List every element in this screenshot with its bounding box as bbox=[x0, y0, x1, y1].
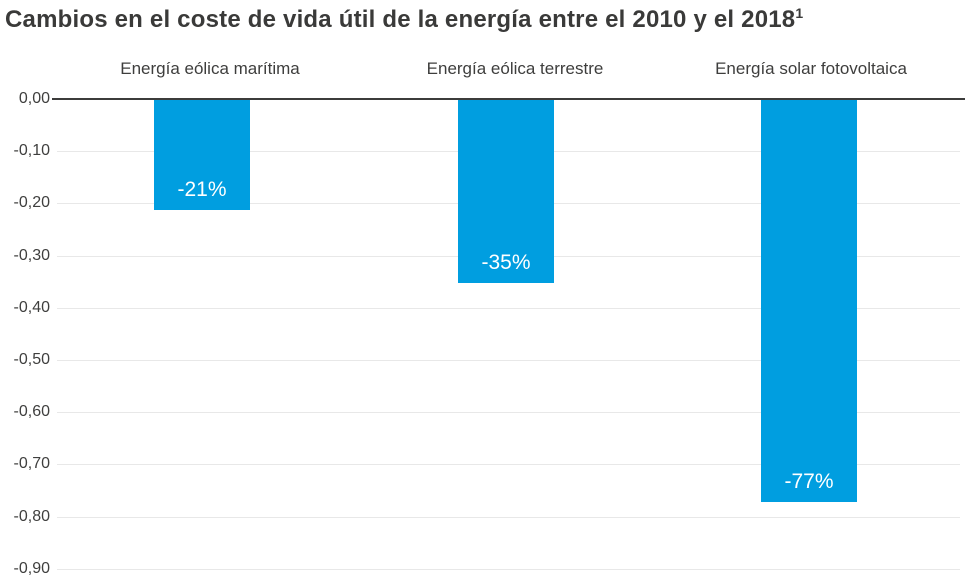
chart-title-footnote-marker: 1 bbox=[795, 5, 804, 21]
y-axis-tick-label: -0,50 bbox=[13, 351, 50, 368]
y-axis-tick-label: -0,80 bbox=[13, 507, 50, 525]
chart-title: Cambios en el coste de vida útil de la e… bbox=[5, 6, 803, 34]
gridline bbox=[57, 412, 960, 414]
gridline bbox=[57, 516, 960, 518]
category-header: Energía eólica terrestre bbox=[426, 59, 604, 78]
bar-value-label: -21% bbox=[177, 178, 227, 201]
chart-title-text: Cambios en el coste de vida útil de la e… bbox=[5, 6, 796, 33]
zero-axis-line bbox=[52, 98, 965, 100]
bar-value-label: -35% bbox=[481, 251, 531, 274]
y-axis-tick-label: -0,40 bbox=[13, 298, 50, 316]
gridline bbox=[57, 307, 960, 309]
bar: -77% bbox=[761, 100, 857, 502]
gridline bbox=[57, 360, 960, 361]
y-axis-tick-label: -0,30 bbox=[13, 246, 50, 264]
bar: -35% bbox=[458, 100, 554, 283]
y-axis-tick-label: -0,70 bbox=[13, 455, 50, 473]
bar: -21% bbox=[154, 100, 250, 210]
y-axis-tick-label: -0,60 bbox=[13, 403, 50, 421]
gridline bbox=[57, 568, 960, 570]
y-axis-tick-label: -0,10 bbox=[13, 142, 50, 160]
category-header: Energía solar fotovoltaica bbox=[715, 59, 907, 78]
category-header: Energía eólica marítima bbox=[120, 59, 300, 78]
gridline bbox=[57, 464, 960, 466]
y-axis-tick-label: -0,90 bbox=[13, 559, 50, 577]
y-axis-tick-label: -0,20 bbox=[13, 194, 50, 212]
y-axis-tick-label: 0,00 bbox=[18, 90, 50, 107]
bar-value-label: -77% bbox=[784, 470, 834, 493]
